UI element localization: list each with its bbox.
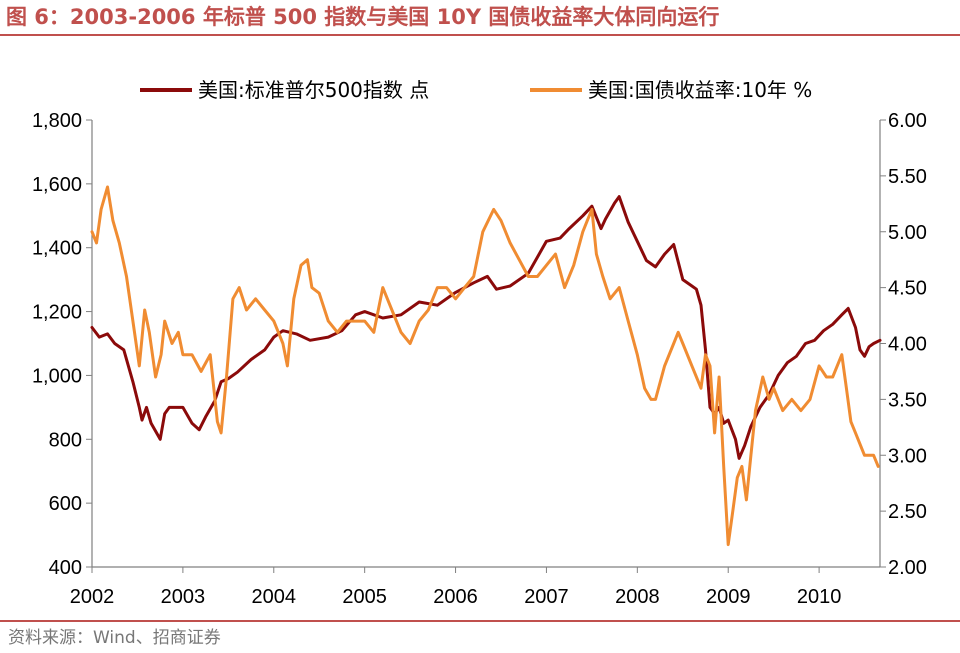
figure-title: 图 6：2003-2006 年标普 500 指数与美国 10Y 国债收益率大体同…: [6, 5, 720, 29]
right-tick-label: 3.00: [888, 445, 927, 467]
sp500-series-line: [90, 195, 882, 460]
right-tick-label: 2.50: [888, 501, 927, 523]
x-tick-label: 2008: [615, 586, 660, 608]
x-tick-label: 2006: [433, 586, 478, 608]
x-tick-label: 2005: [342, 586, 387, 608]
legend-label: 美国:标准普尔500指数 点: [198, 78, 429, 102]
right-tick-label: 6.00: [888, 110, 927, 132]
left-tick-label: 1,800: [32, 110, 82, 132]
chart-series: [90, 185, 882, 547]
chart-axes: [91, 120, 881, 568]
x-tick-label: 2010: [797, 586, 842, 608]
source-note: 资料来源：Wind、招商证券: [8, 628, 221, 648]
title-rule: [0, 34, 960, 36]
right-tick-label: 3.50: [888, 389, 927, 411]
x-tick-label: 2009: [706, 586, 751, 608]
chart-legend: 美国:标准普尔500指数 点 美国:国债收益率:10年 %: [140, 78, 812, 102]
right-tick-label: 5.00: [888, 222, 927, 244]
treasury-10y-series-line: [90, 185, 880, 547]
right-tick-label: 2.00: [888, 557, 927, 579]
legend-label: 美国:国债收益率:10年 %: [588, 78, 812, 102]
left-tick-label: 400: [49, 557, 82, 579]
left-tick-label: 1,200: [32, 302, 82, 324]
x-tick-label: 2002: [70, 586, 115, 608]
x-tick-label: 2004: [252, 586, 297, 608]
chart-area: 美国:标准普尔500指数 点美国:国债收益率:10年 % 1,8001,6001…: [32, 78, 927, 608]
source-rule: [0, 620, 960, 622]
left-tick-label: 1,400: [32, 238, 82, 260]
right-tick-label: 4.50: [888, 278, 927, 300]
right-tick-label: 5.50: [888, 166, 927, 188]
left-tick-label: 1,600: [32, 174, 82, 196]
left-tick-label: 600: [49, 493, 82, 515]
left-tick-label: 1,000: [32, 365, 82, 387]
x-tick-label: 2007: [524, 586, 569, 608]
x-tick-label: 2003: [161, 586, 206, 608]
left-tick-label: 800: [49, 429, 82, 451]
right-tick-label: 4.00: [888, 334, 927, 356]
chart-ticks: 1,800 1,600 1,400 1,200 1,000 800 600 400 6.00 5.…: [32, 110, 927, 608]
